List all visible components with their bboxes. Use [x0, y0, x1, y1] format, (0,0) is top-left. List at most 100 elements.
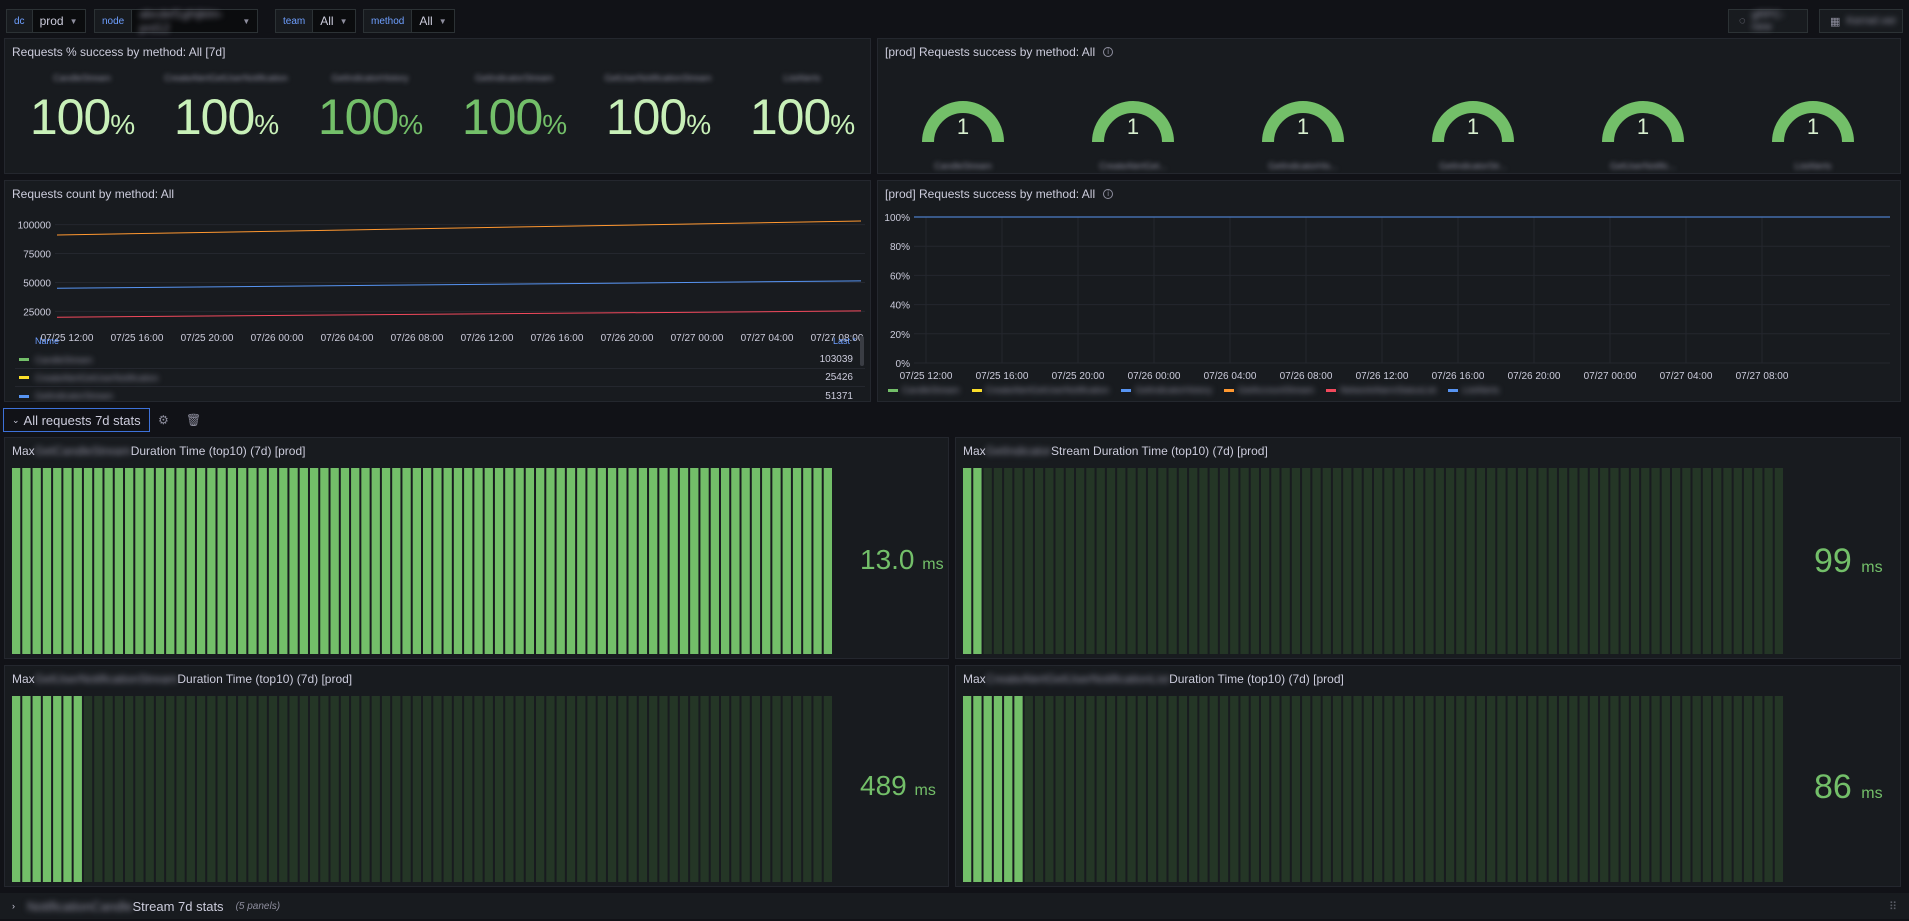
- stat-number: 100: [173, 89, 255, 145]
- legend-header-last[interactable]: Last *: [832, 336, 856, 346]
- x-tick-label: 07/25 16:00: [111, 333, 164, 344]
- bar-cell: [207, 468, 216, 654]
- bar-cell: [186, 468, 195, 654]
- bar-cell: [268, 696, 278, 882]
- bar-cell: [464, 696, 473, 882]
- bar-cell: [279, 468, 288, 654]
- bar-cell: [1374, 696, 1383, 882]
- bar-cell: [782, 696, 791, 882]
- bar-cell: [104, 696, 113, 882]
- bar-cell: [125, 468, 134, 654]
- trash-icon[interactable]: 🗑: [186, 413, 202, 427]
- bar-cell: [279, 696, 288, 882]
- bar-cell: [1260, 696, 1270, 882]
- bar-cell: [1394, 468, 1403, 654]
- x-tick-label: 07/26 00:00: [251, 333, 304, 344]
- legend-row[interactable]: CreateAlertGetUserNotification 25426: [15, 369, 865, 387]
- panel-title[interactable]: Requests count by method: All: [12, 187, 174, 201]
- bar-cell: [1363, 468, 1372, 654]
- var-value-text: All: [320, 14, 334, 28]
- legend-header-name[interactable]: Name: [35, 336, 60, 346]
- bar-cell: [1394, 696, 1403, 882]
- panel-title[interactable]: Max GetIndicator Stream Duration Time (to…: [963, 444, 1268, 458]
- bar-cell: [53, 468, 62, 654]
- panel-title[interactable]: [prod] Requests success by method: All i: [885, 187, 1114, 201]
- title-post: Stream Duration Time (top10) (7d) [prod]: [1051, 444, 1268, 458]
- bar-cell: [618, 696, 627, 882]
- gauge-item: 1 CreateAlertGet...: [1048, 71, 1218, 171]
- duration-bargauge: [12, 696, 832, 882]
- legend-row[interactable]: CandleStream 103039: [15, 351, 865, 369]
- var-team[interactable]: team All ▼: [275, 9, 356, 33]
- bar-cell: [1466, 696, 1475, 882]
- x-tick-label: 07/25 20:00: [1052, 371, 1105, 382]
- bar-cell: [1014, 468, 1023, 654]
- count-chart[interactable]: 100000 75000 50000 25000 07/25 12:00 07/25 16…: [5, 203, 871, 363]
- legend-item[interactable]: ListAlerts: [1448, 385, 1499, 395]
- panel-title[interactable]: Max GetUserNotificationStream Duration T…: [12, 672, 352, 686]
- legend-item[interactable]: CandleStream: [888, 385, 960, 395]
- panel-title-text: [prod] Requests success by method: All: [885, 45, 1096, 59]
- success-chart[interactable]: 100% 80% 60% 40% 20% 0%07/25 12:00 07/25 16:00…: [878, 203, 1901, 383]
- panel-title[interactable]: [prod] Requests success by method: All i: [885, 45, 1114, 59]
- bar-cell: [1219, 468, 1229, 654]
- drag-handle-icon[interactable]: ⠿: [1888, 900, 1897, 913]
- stat-number: 100: [461, 89, 543, 145]
- panel-title[interactable]: Max CreateAlertGetUserNotificationList D…: [963, 672, 1344, 686]
- link-button-1[interactable]: ◌ gRPC-new: [1728, 9, 1808, 33]
- link-button-2[interactable]: ▦ Kernel.ver: [1819, 9, 1903, 33]
- gauge-value: 1: [1126, 114, 1140, 139]
- panel-duration-4: Max CreateAlertGetUserNotificationList D…: [955, 665, 1901, 887]
- var-value-node[interactable]: abcdef1ghijklm-prd12 ▼: [132, 7, 259, 35]
- bar-cell: [1764, 696, 1773, 882]
- y-tick-label: 80%: [890, 242, 910, 253]
- var-value-method[interactable]: All ▼: [412, 9, 455, 33]
- bar-cell: [1199, 468, 1208, 654]
- bar-cell: [258, 696, 267, 882]
- bar-cell: [1558, 468, 1568, 654]
- bar-cell: [1189, 468, 1198, 654]
- var-dc[interactable]: dc prod ▼: [6, 9, 86, 33]
- duration-bargauge: [12, 468, 832, 654]
- row-title-blur: NotificationCandle: [27, 898, 133, 914]
- bar-cell: [587, 468, 596, 654]
- bar-cell: [186, 696, 195, 882]
- stat-name: GetUserNotificationStream: [604, 73, 712, 83]
- stat-value: 100%: [298, 89, 442, 153]
- y-tick-label: 40%: [890, 301, 910, 312]
- var-method[interactable]: method All ▼: [363, 9, 455, 33]
- bar-cell: [32, 468, 41, 654]
- panel-title[interactable]: Requests % success by method: All [7d]: [12, 45, 225, 59]
- x-tick-label: 07/27 00:00: [671, 333, 724, 344]
- row-header-all-requests[interactable]: ⌄ All requests 7d stats: [3, 408, 150, 432]
- x-tick-label: 07/27 04:00: [741, 333, 794, 344]
- legend-item[interactable]: GetIndicatorHistory: [1121, 385, 1212, 395]
- bar-cell: [299, 468, 308, 654]
- bar-cell: [351, 468, 360, 654]
- var-value-dc[interactable]: prod ▼: [32, 9, 86, 33]
- bar-cell: [1363, 696, 1372, 882]
- bar-cell: [1332, 696, 1342, 882]
- legend-name: NetworkAlarmStatusList: [1340, 385, 1437, 395]
- bar-cell: [1219, 696, 1229, 882]
- row-header-collapsed[interactable]: › NotificationCandleStream 7d stats (5 p…: [0, 893, 1909, 919]
- legend-scrollbar[interactable]: [860, 336, 864, 366]
- legend-row[interactable]: GetIndicatorStream 51371: [15, 387, 865, 401]
- info-icon[interactable]: i: [1103, 47, 1114, 57]
- gear-icon[interactable]: ⚙: [158, 413, 169, 427]
- var-node[interactable]: node abcdef1ghijklm-prd12 ▼: [94, 7, 259, 35]
- panel-title[interactable]: Max GetCandleStream Duration Time (top10…: [12, 444, 305, 458]
- legend-item[interactable]: NetworkAlarmStatusList: [1326, 385, 1436, 395]
- info-icon[interactable]: i: [1103, 189, 1114, 199]
- legend-item[interactable]: CreateAlertGetUserNotification: [971, 385, 1109, 395]
- title-blur: CreateAlertGetUserNotificationList: [985, 672, 1170, 686]
- legend-item[interactable]: GetAccountStream: [1224, 385, 1314, 395]
- var-value-team[interactable]: All ▼: [313, 9, 356, 33]
- bar-cell: [1076, 468, 1085, 654]
- bar-cell: [649, 696, 658, 882]
- bar-cell: [607, 468, 617, 654]
- bar-cell: [720, 696, 730, 882]
- bar-cell: [12, 696, 21, 882]
- bar-cell: [443, 696, 452, 882]
- circle-icon: ◌: [1739, 15, 1746, 27]
